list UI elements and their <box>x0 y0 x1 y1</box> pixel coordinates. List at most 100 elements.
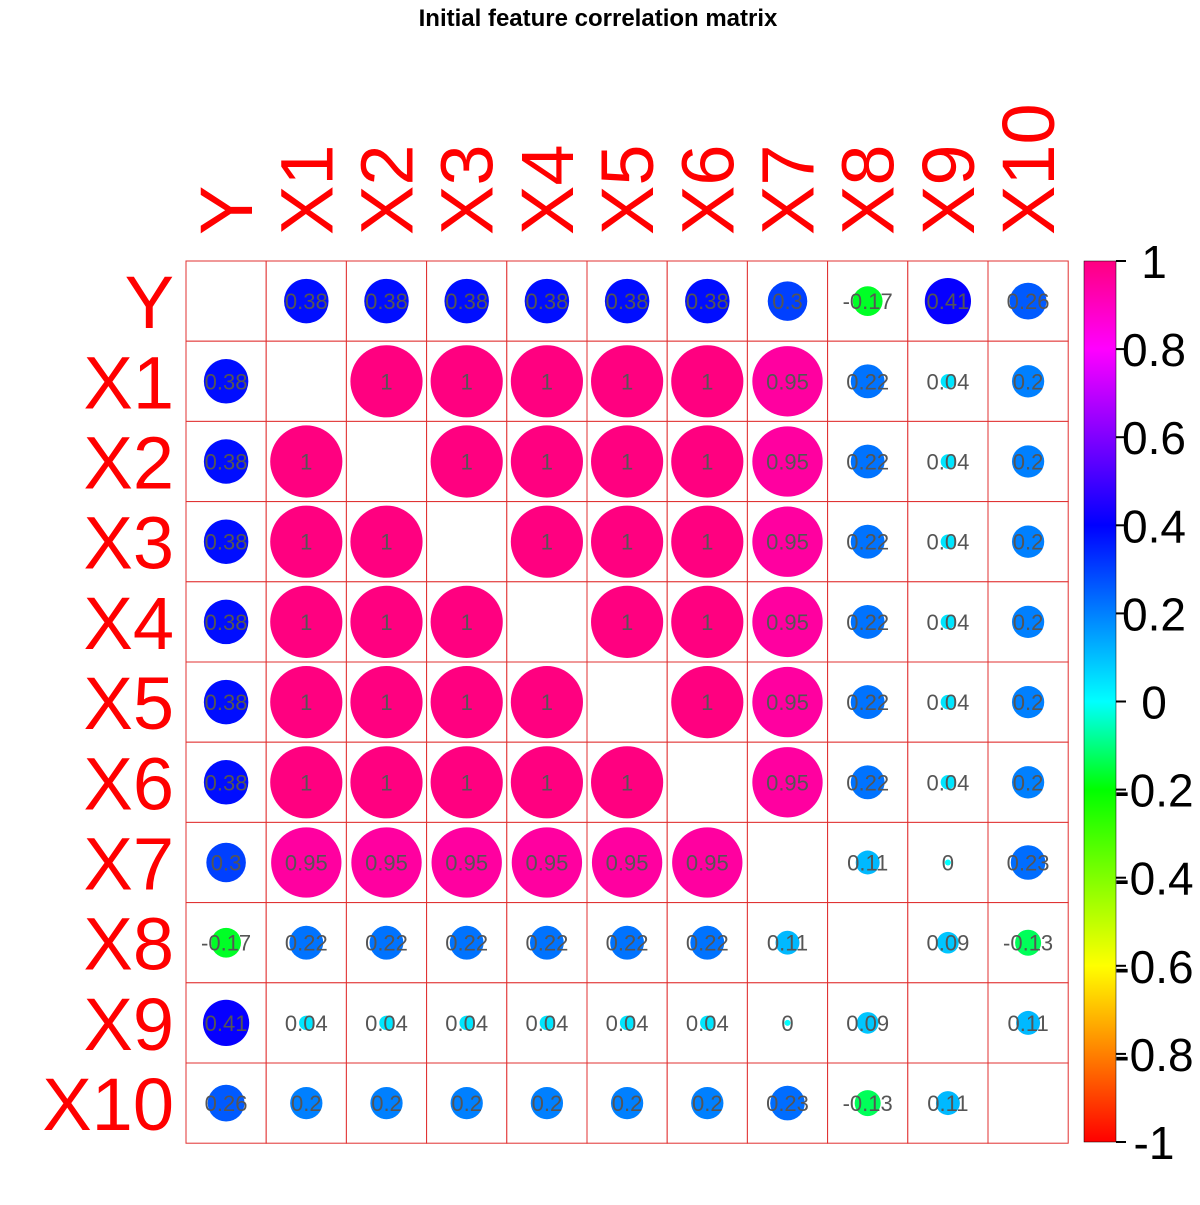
matrix-cell <box>907 982 989 1064</box>
matrix-cells: 0.38 0.38 0.38 0.38 0.38 0.38 0.3 -0.17 0.41 0.26… <box>185 260 1069 1144</box>
correlation-value-label: 1 <box>461 369 473 394</box>
correlation-value-label: 0.23 <box>766 1091 809 1116</box>
correlation-circle <box>444 278 489 324</box>
matrix-cell <box>506 581 588 663</box>
correlation-circle <box>940 775 956 790</box>
colorbar-tick-label: 1 <box>1141 236 1167 288</box>
correlation-circle <box>430 585 503 658</box>
correlation-circle <box>940 694 956 710</box>
correlation-circle <box>350 666 423 739</box>
correlation-circle <box>270 425 343 498</box>
matrix-cell <box>586 661 668 743</box>
correlation-value-label: 1 <box>300 610 312 635</box>
correlation-value-label: 0.11 <box>767 931 808 956</box>
correlation-circle <box>510 425 583 498</box>
correlation-value-label: 0.95 <box>766 610 809 635</box>
correlation-value-label: 0.2 <box>371 1091 402 1116</box>
correlation-circle <box>604 278 650 324</box>
correlation-value-label: 0.38 <box>205 369 248 394</box>
correlation-circle <box>856 1012 879 1034</box>
correlation-circle <box>203 679 249 725</box>
correlation-value-label: 0.2 <box>692 1091 723 1116</box>
correlation-circle <box>940 374 956 389</box>
matrix-cell <box>666 741 748 823</box>
column-label: X2 <box>346 144 429 235</box>
correlation-circle <box>850 765 885 800</box>
correlation-value-label: 0.2 <box>1013 770 1044 795</box>
correlation-value-label: 0.3 <box>211 851 242 876</box>
correlation-value-label: 0 <box>781 1011 793 1036</box>
correlation-value-label: 0.22 <box>606 931 649 956</box>
correlation-circle <box>940 614 956 630</box>
row-label: X4 <box>83 582 174 665</box>
column-label: X4 <box>506 144 589 235</box>
matrix-cell <box>265 340 347 422</box>
correlation-circle <box>752 346 823 417</box>
correlation-circle <box>270 746 343 819</box>
correlation-circle <box>752 426 823 497</box>
correlation-circle <box>770 1085 805 1121</box>
correlation-value-label: 0.38 <box>365 289 408 314</box>
correlation-value-label: 0.09 <box>846 1011 889 1036</box>
correlation-circle <box>1011 445 1045 478</box>
matrix-cell <box>426 501 508 583</box>
correlation-circle <box>369 925 404 960</box>
correlation-value-label: 1 <box>621 530 633 555</box>
column-label: X5 <box>586 144 669 235</box>
correlation-value-label: 0.04 <box>365 1011 408 1036</box>
colorbar-tick-label: 0 <box>1141 677 1167 729</box>
correlation-circle <box>203 359 249 404</box>
correlation-value-label: 0.95 <box>365 851 408 876</box>
correlation-circle <box>850 444 885 479</box>
correlation-value-label: 1 <box>300 770 312 795</box>
correlation-value-label: 1 <box>701 450 713 475</box>
correlation-value-label: 0.2 <box>1013 690 1044 715</box>
correlation-value-label: 0.04 <box>926 450 969 475</box>
correlation-circle <box>510 666 583 739</box>
correlation-circle <box>691 1086 724 1120</box>
colorbar-tick-label: -0.2 <box>1114 765 1193 817</box>
row-label: X2 <box>83 422 174 505</box>
correlation-value-label: 1 <box>541 770 553 795</box>
correlation-value-label: 1 <box>701 369 713 394</box>
colorbar-tick-label: -0.8 <box>1114 1029 1193 1081</box>
correlation-value-label: 0.22 <box>445 931 488 956</box>
row-label: X10 <box>42 1063 174 1146</box>
correlation-circle <box>671 666 744 739</box>
correlation-circle <box>350 585 423 658</box>
row-label: X3 <box>83 502 174 585</box>
correlation-value-label: 0.22 <box>525 931 568 956</box>
correlation-circle <box>671 585 744 658</box>
correlation-circle <box>610 925 645 960</box>
correlation-circle <box>784 1019 791 1026</box>
correlation-circle <box>510 345 583 418</box>
correlation-value-label: 0.2 <box>612 1091 643 1116</box>
correlation-circle <box>610 1086 644 1120</box>
correlation-circle <box>671 505 744 578</box>
matrix-cell <box>987 1062 1069 1144</box>
correlation-value-label: 0.2 <box>1013 369 1044 394</box>
correlation-value-label: 0.04 <box>926 610 969 635</box>
matrix-cell <box>746 821 829 904</box>
correlation-value-label: 0.22 <box>846 690 889 715</box>
correlation-value-label: 0.95 <box>766 530 809 555</box>
correlation-circle <box>940 454 956 469</box>
correlation-value-label: 0.22 <box>846 610 889 635</box>
correlation-circle <box>591 746 664 819</box>
matrix-cell <box>827 902 909 984</box>
correlation-value-label: 0.95 <box>766 690 809 715</box>
correlation-circle <box>211 927 241 958</box>
colorbar-tick-label: 0.4 <box>1122 500 1186 552</box>
correlation-circle <box>289 925 324 960</box>
correlation-circle <box>1011 365 1045 398</box>
correlation-circle <box>850 524 885 559</box>
row-label: X6 <box>83 742 174 825</box>
column-label: X8 <box>827 144 910 235</box>
row-label: X1 <box>83 341 174 424</box>
correlation-value-label: 0.22 <box>846 369 889 394</box>
correlation-value-label: 0.04 <box>926 690 969 715</box>
correlation-circle <box>530 1086 564 1120</box>
correlation-circle <box>1016 1010 1041 1035</box>
correlation-circle <box>752 506 823 577</box>
